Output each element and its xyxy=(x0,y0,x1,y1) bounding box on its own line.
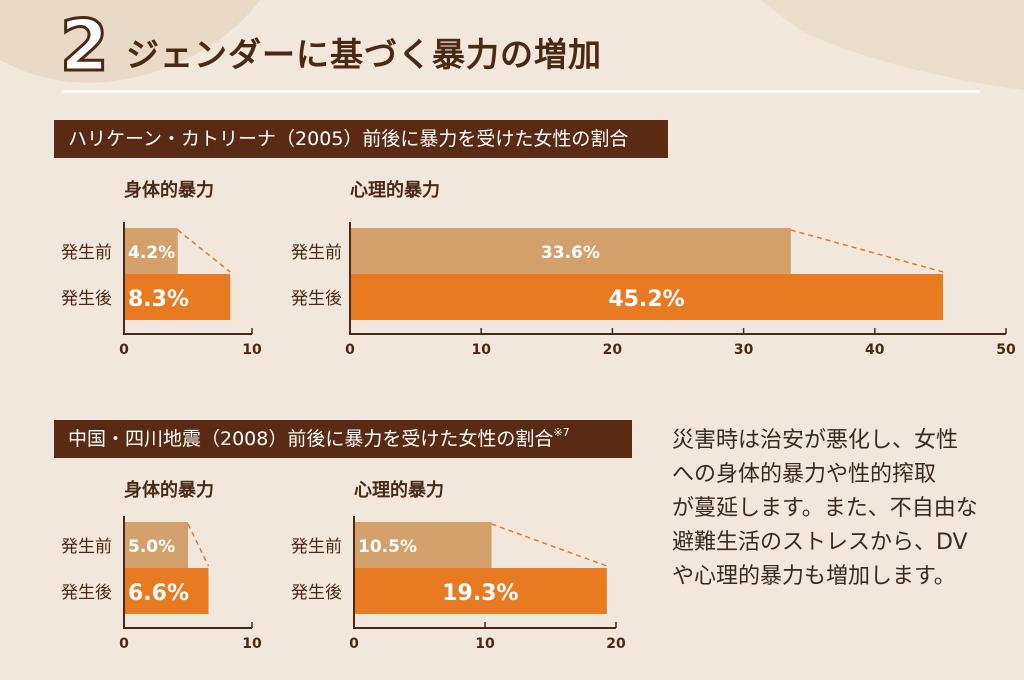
chart-2-data-label-1: 6.6% xyxy=(128,581,189,606)
chart-0-tick-label-1: 10 xyxy=(242,342,262,358)
chart-3-tick-label-0: 0 xyxy=(349,636,359,652)
section-label-katrina: ハリケーン・カトリーナ（2005）前後に暴力を受けた女性の割合 xyxy=(54,120,668,158)
chart-1-tick-label-1: 10 xyxy=(471,342,491,358)
chart-2-connector xyxy=(187,523,210,567)
page-title: ジェンダーに基づく暴力の増加 xyxy=(126,35,602,74)
chart-1-connector xyxy=(790,229,944,273)
chart-1-bar-1 xyxy=(350,274,944,320)
chart-1-data-label-0: 33.6% xyxy=(541,243,600,263)
title-underline xyxy=(62,90,980,93)
chart-3-connector xyxy=(491,523,608,567)
description-text: 災害時は治安が悪化し、女性 への身体的暴力や性的搾取 が蔓延します。また、不自由… xyxy=(672,428,978,589)
chart-2-category-1: 発生後 xyxy=(61,583,112,603)
section-label-sichuan: 中国・四川地震（2008）前後に暴力を受けた女性の割合※7 xyxy=(54,420,632,458)
section-label-sichuan-note: ※7 xyxy=(553,426,570,439)
chart-1-category-0: 発生前 xyxy=(291,243,342,263)
chart-3-bar-0 xyxy=(354,522,492,568)
chart-1-tick-label-4: 40 xyxy=(865,342,885,358)
chart-0-category-0: 発生前 xyxy=(61,243,112,263)
chart-1-title: 心理的暴力 xyxy=(350,179,440,201)
chart-3-bar-1 xyxy=(354,568,607,614)
chart-2-bar-1 xyxy=(124,568,209,614)
chart-3-tick-label-1: 10 xyxy=(475,636,495,652)
chart-1-tick-label-5: 50 xyxy=(996,342,1016,358)
section-label-sichuan-text: 中国・四川地震（2008）前後に暴力を受けた女性の割合 xyxy=(68,428,554,450)
chart-1-category-1: 発生後 xyxy=(291,289,342,309)
chart-2-category-0: 発生前 xyxy=(61,537,112,557)
chart-1-tick-label-2: 20 xyxy=(603,342,623,358)
chart-3-category-1: 発生後 xyxy=(291,583,342,603)
chart-3-data-label-1: 19.3% xyxy=(442,581,518,606)
section-label-katrina-text: ハリケーン・カトリーナ（2005）前後に暴力を受けた女性の割合 xyxy=(68,128,629,150)
chart-0-data-label-0: 4.2% xyxy=(128,243,175,263)
chart-2-data-label-0: 5.0% xyxy=(128,537,175,557)
chart-2-title: 身体的暴力 xyxy=(124,479,214,501)
chart-3-title: 心理的暴力 xyxy=(354,479,444,501)
chart-0-tick-label-0: 0 xyxy=(119,342,129,358)
chart-1-tick-label-0: 0 xyxy=(345,342,355,358)
chart-2-tick-label-0: 0 xyxy=(119,636,129,652)
chart-2-tick-label-1: 10 xyxy=(242,636,262,652)
chart-2-bar-0 xyxy=(124,522,188,568)
chart-0-connector xyxy=(177,229,231,273)
chart-0-bar-1 xyxy=(124,274,231,320)
chart-0-category-1: 発生後 xyxy=(61,289,112,309)
chart-0-title: 身体的暴力 xyxy=(124,179,214,201)
chart-0-bar-0 xyxy=(124,228,178,274)
chart-0-data-label-1: 8.3% xyxy=(128,287,189,312)
chart-1-bar-0 xyxy=(350,228,791,274)
chart-3-data-label-0: 10.5% xyxy=(358,537,417,557)
section-number: 2 xyxy=(59,5,111,88)
chart-1-data-label-1: 45.2% xyxy=(608,287,684,312)
chart-1-tick-label-3: 30 xyxy=(734,342,754,358)
chart-3-tick-label-2: 20 xyxy=(606,636,626,652)
chart-3-category-0: 発生前 xyxy=(291,537,342,557)
